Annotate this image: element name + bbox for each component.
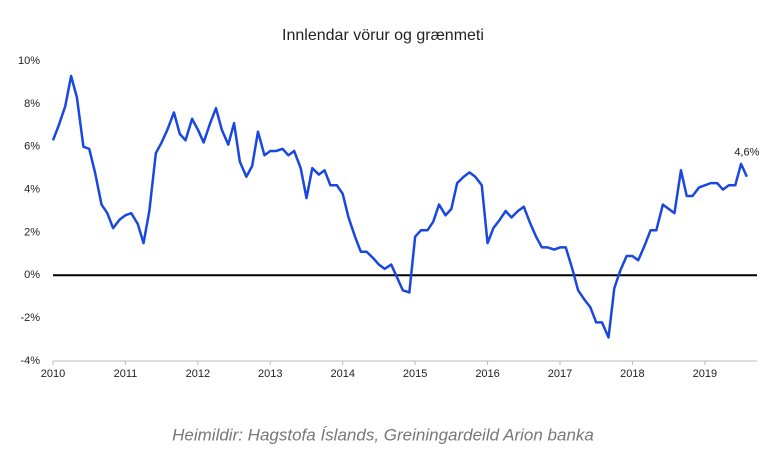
annotation: 4,6%	[734, 147, 759, 159]
x-tick-label: 2013	[258, 368, 282, 380]
y-tick-label: -4%	[20, 355, 40, 367]
x-tick-label: 2017	[548, 368, 572, 380]
x-tick-label: 2015	[403, 368, 427, 380]
x-tick-label: 2019	[693, 368, 717, 380]
chart-title: Innlendar vörur og grænmeti	[282, 27, 484, 44]
x-tick-label: 2012	[186, 368, 210, 380]
y-tick-label: 8%	[24, 98, 40, 110]
y-tick-label: 6%	[24, 141, 40, 153]
x-tick-label: 2011	[114, 368, 138, 380]
x-tick-label: 2018	[620, 368, 644, 380]
x-tick-label: 2016	[475, 368, 499, 380]
y-tick-label: 2%	[24, 226, 40, 238]
data-line	[51, 74, 748, 339]
y-tick-label: 10%	[18, 55, 40, 67]
y-tick-label: -2%	[20, 312, 40, 324]
x-tick-label: 2010	[41, 368, 65, 380]
y-tick-label: 4%	[24, 183, 40, 195]
y-tick-label: 0%	[24, 269, 40, 281]
x-tick-label: 2014	[330, 368, 354, 380]
source-note: Heimildir: Hagstofa Íslands, Greiningard…	[172, 425, 594, 444]
